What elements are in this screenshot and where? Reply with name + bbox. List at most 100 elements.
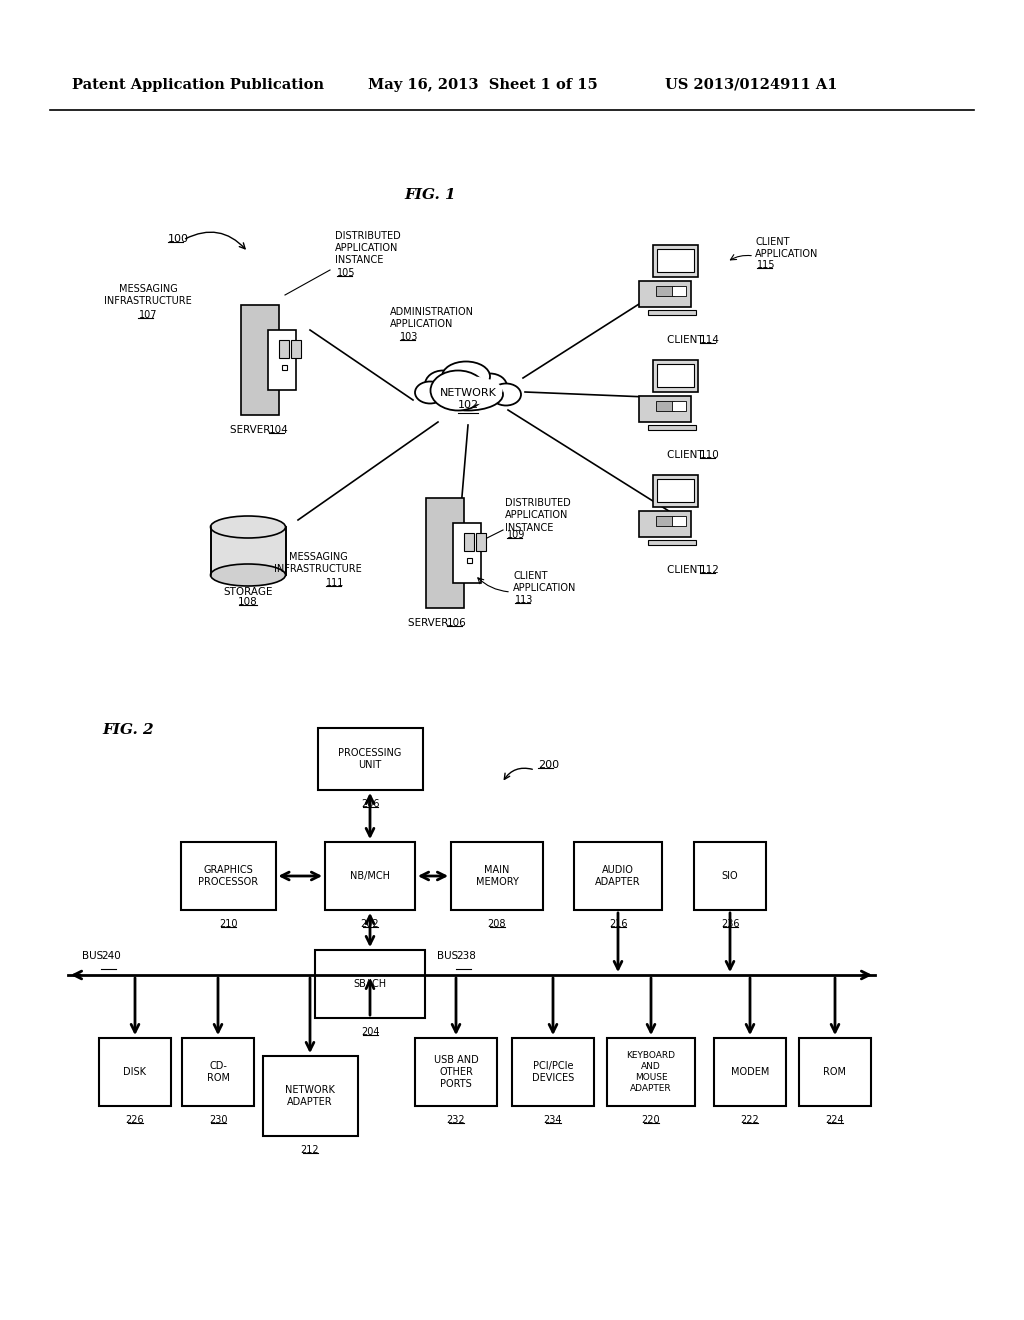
Bar <box>291 341 301 358</box>
Text: USB AND
OTHER
PORTS: USB AND OTHER PORTS <box>433 1055 478 1089</box>
Bar <box>652 475 698 507</box>
Text: 104: 104 <box>269 425 289 436</box>
Text: MODEM: MODEM <box>731 1067 769 1077</box>
Text: 236: 236 <box>721 919 739 929</box>
Text: CLIENT
APPLICATION: CLIENT APPLICATION <box>513 570 577 593</box>
Bar <box>325 842 415 909</box>
Text: 202: 202 <box>360 919 379 929</box>
Text: 200: 200 <box>538 760 559 770</box>
Text: 109: 109 <box>507 531 525 540</box>
Text: 113: 113 <box>515 595 534 605</box>
Bar <box>648 425 695 430</box>
Bar <box>694 842 766 909</box>
Text: CLIENT: CLIENT <box>667 565 707 576</box>
Text: 114: 114 <box>700 335 720 345</box>
Text: 234: 234 <box>544 1115 562 1125</box>
Bar <box>241 305 279 414</box>
Bar <box>714 1038 786 1106</box>
Bar <box>655 400 674 411</box>
Text: 103: 103 <box>400 333 419 342</box>
Text: CLIENT
APPLICATION: CLIENT APPLICATION <box>755 236 818 259</box>
Bar <box>317 729 423 789</box>
Ellipse shape <box>211 564 286 586</box>
Bar <box>574 842 662 909</box>
Text: ROM: ROM <box>823 1067 847 1077</box>
Text: 222: 222 <box>740 1115 760 1125</box>
Text: MESSAGING
INFRASTRUCTURE: MESSAGING INFRASTRUCTURE <box>274 552 361 574</box>
Ellipse shape <box>211 516 286 539</box>
Ellipse shape <box>433 376 503 405</box>
Text: SERVER: SERVER <box>408 618 452 628</box>
Text: 107: 107 <box>138 310 158 319</box>
Text: 220: 220 <box>642 1115 660 1125</box>
Text: 230: 230 <box>209 1115 227 1125</box>
Text: KEYBOARD
AND
MOUSE
ADAPTER: KEYBOARD AND MOUSE ADAPTER <box>627 1051 676 1093</box>
Bar <box>652 360 698 392</box>
Text: NB/MCH: NB/MCH <box>350 871 390 880</box>
Text: SIO: SIO <box>722 871 738 880</box>
Text: MESSAGING
INFRASTRUCTURE: MESSAGING INFRASTRUCTURE <box>104 284 191 306</box>
Text: 106: 106 <box>447 618 467 628</box>
Bar <box>476 533 486 550</box>
Text: 212: 212 <box>301 1144 319 1155</box>
Text: MAIN
MEMORY: MAIN MEMORY <box>475 865 518 887</box>
Text: 210: 210 <box>219 919 238 929</box>
Text: SERVER: SERVER <box>230 425 273 436</box>
Text: BUS: BUS <box>82 950 106 961</box>
Bar <box>639 396 691 422</box>
Bar <box>652 246 698 276</box>
Text: SB/ICH: SB/ICH <box>353 979 387 989</box>
Text: 238: 238 <box>456 950 476 961</box>
Text: May 16, 2013  Sheet 1 of 15: May 16, 2013 Sheet 1 of 15 <box>368 78 598 92</box>
Bar <box>182 1038 254 1106</box>
Text: 115: 115 <box>757 260 775 271</box>
Text: ADMINISTRATION
APPLICATION: ADMINISTRATION APPLICATION <box>390 306 474 329</box>
Bar <box>607 1038 695 1106</box>
Text: AUDIO
ADAPTER: AUDIO ADAPTER <box>595 865 641 887</box>
Text: 110: 110 <box>700 450 720 459</box>
Text: 226: 226 <box>126 1115 144 1125</box>
Bar <box>639 511 691 537</box>
Bar <box>648 540 695 545</box>
Text: DISTRIBUTED
APPLICATION
INSTANCE: DISTRIBUTED APPLICATION INSTANCE <box>505 498 570 533</box>
Bar <box>673 285 685 296</box>
Bar <box>211 527 286 576</box>
Text: 112: 112 <box>700 565 720 576</box>
Ellipse shape <box>473 374 507 400</box>
Text: PCI/PCIe
DEVICES: PCI/PCIe DEVICES <box>531 1061 574 1084</box>
Text: 232: 232 <box>446 1115 465 1125</box>
Ellipse shape <box>442 362 490 392</box>
Bar <box>180 842 275 909</box>
Text: PROCESSING
UNIT: PROCESSING UNIT <box>338 748 401 770</box>
Bar <box>426 498 464 609</box>
Text: BUS: BUS <box>437 950 462 961</box>
Bar <box>512 1038 594 1106</box>
Text: US 2013/0124911 A1: US 2013/0124911 A1 <box>665 78 838 92</box>
Bar <box>656 479 694 502</box>
Text: STORAGE: STORAGE <box>223 587 272 597</box>
Ellipse shape <box>490 384 521 405</box>
Text: DISK: DISK <box>124 1067 146 1077</box>
Bar <box>799 1038 871 1106</box>
Text: 204: 204 <box>360 1027 379 1038</box>
Bar <box>268 330 296 389</box>
Text: 208: 208 <box>487 919 506 929</box>
Bar <box>262 1056 357 1137</box>
Text: FIG. 2: FIG. 2 <box>102 723 154 737</box>
Text: 240: 240 <box>101 950 121 961</box>
Text: NETWORK
ADAPTER: NETWORK ADAPTER <box>285 1085 335 1107</box>
Ellipse shape <box>415 381 445 404</box>
Text: FIG. 1: FIG. 1 <box>404 187 456 202</box>
Bar <box>282 366 287 370</box>
Text: CD-
ROM: CD- ROM <box>207 1061 229 1084</box>
Ellipse shape <box>430 371 485 411</box>
Ellipse shape <box>425 371 461 399</box>
Bar <box>279 341 289 358</box>
Bar <box>655 516 674 525</box>
Text: Patent Application Publication: Patent Application Publication <box>72 78 324 92</box>
Bar <box>655 285 674 296</box>
Bar <box>673 400 685 411</box>
Bar <box>648 310 695 315</box>
Bar <box>673 516 685 525</box>
Text: GRAPHICS
PROCESSOR: GRAPHICS PROCESSOR <box>198 865 258 887</box>
